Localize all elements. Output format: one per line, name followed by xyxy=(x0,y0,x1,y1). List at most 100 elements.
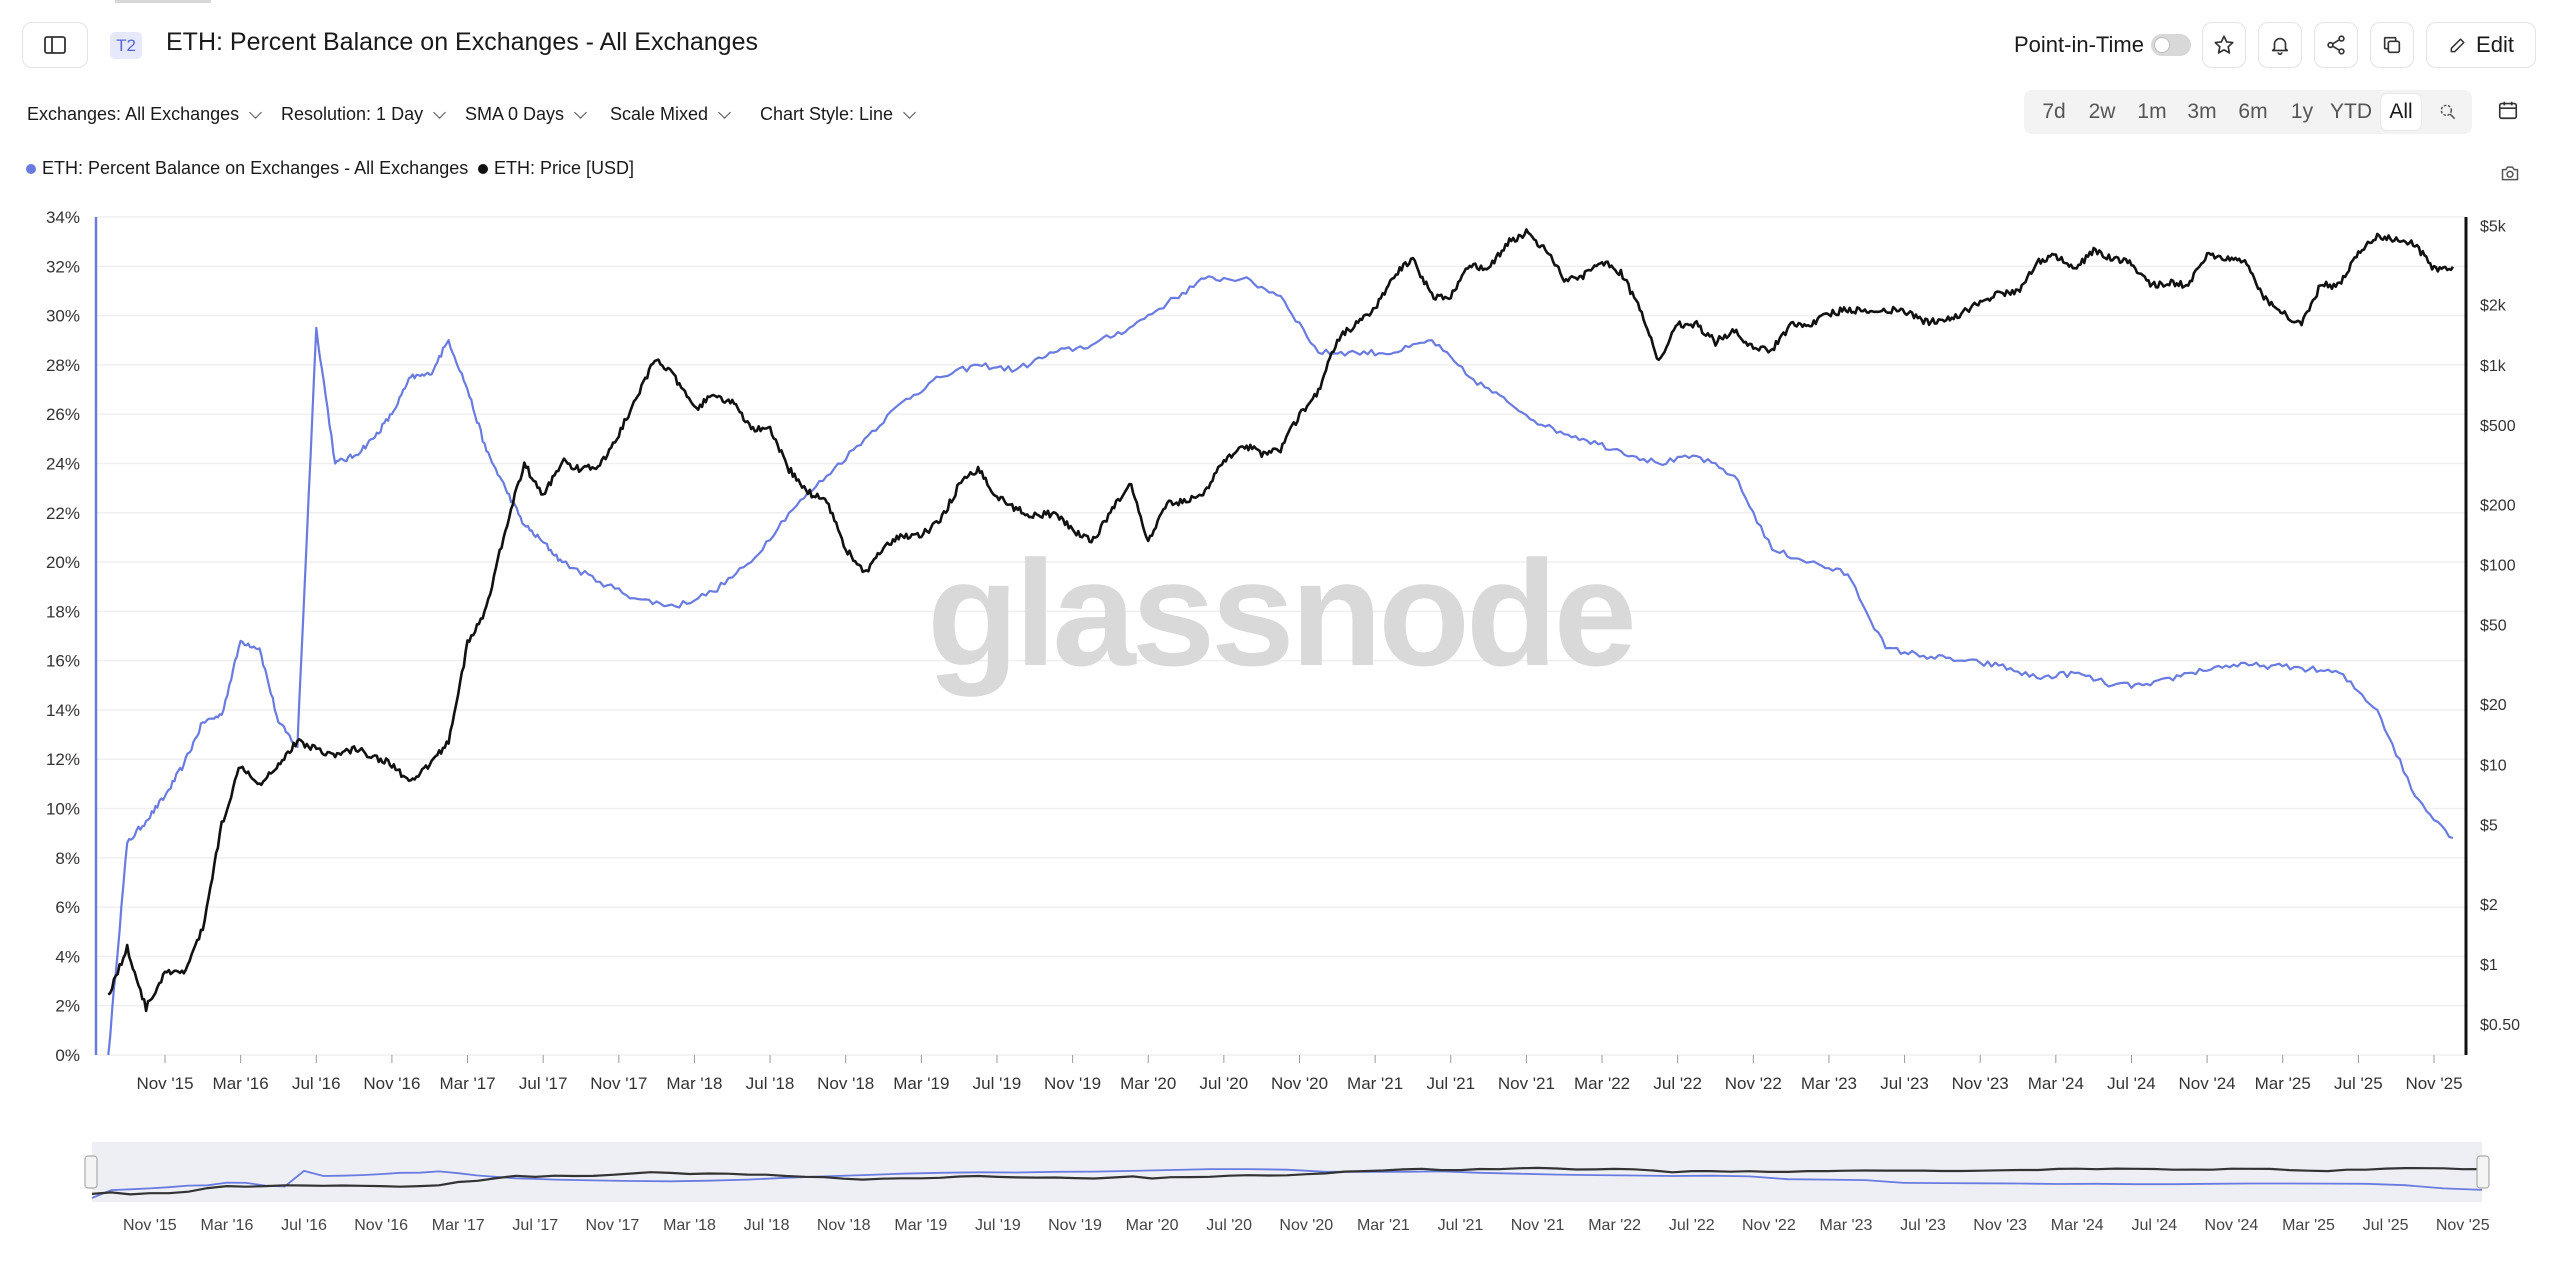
y-right-tick-label: $1 xyxy=(2480,957,2498,974)
screenshot-button[interactable] xyxy=(2500,164,2520,187)
navigator-tick-label: Jul '20 xyxy=(1206,1217,1252,1234)
y-right-axis: $0.50 $1 $2 $5 $10 $20 $50 $100 $200 $500 $1k $2k $5… xyxy=(2480,218,2520,1034)
y-left-axis: 0% 2% 4% 6% 8% 10% 12% 14% 16% 18% 20% 22% 24% 26% 28%… xyxy=(46,208,80,1065)
x-tick-label: Nov '25 xyxy=(2405,1074,2462,1093)
y-right-tick-label: $5k xyxy=(2480,218,2507,235)
camera-icon xyxy=(2501,166,2519,181)
favorite-button[interactable] xyxy=(2202,22,2246,68)
chevron-down-icon xyxy=(433,105,446,119)
range-all[interactable]: All xyxy=(2381,94,2421,130)
x-tick-label: Nov '20 xyxy=(1271,1074,1328,1093)
chart-style-filter-label: Chart Style: Line xyxy=(760,104,894,124)
navigator-tick-label: Mar '24 xyxy=(2051,1217,2104,1234)
y-tick-label: 6% xyxy=(55,898,80,917)
alert-button[interactable] xyxy=(2258,22,2302,68)
x-tick-label: Nov '24 xyxy=(2179,1074,2236,1093)
x-tick-label: Jul '17 xyxy=(519,1074,568,1093)
y-right-tick-label: $2k xyxy=(2480,298,2507,315)
x-tick-label: Mar '20 xyxy=(1120,1074,1176,1093)
y-right-tick-label: $100 xyxy=(2480,558,2516,575)
star-icon xyxy=(2214,35,2234,54)
x-tick-label: Jul '18 xyxy=(746,1074,795,1093)
x-tick-label: Nov '21 xyxy=(1498,1074,1555,1093)
edit-button[interactable]: Edit xyxy=(2426,22,2536,68)
y-tick-label: 34% xyxy=(46,208,80,227)
navigator-tick-label: Mar '19 xyxy=(894,1217,947,1234)
x-tick-label: Jul '22 xyxy=(1653,1074,1702,1093)
y-right-tick-label: $500 xyxy=(2480,418,2516,435)
sidebar-toggle-icon xyxy=(44,36,66,54)
legend-balance[interactable]: ETH: Percent Balance on Exchanges - All … xyxy=(26,158,468,179)
zoom-icon xyxy=(2440,104,2456,120)
exchanges-filter[interactable]: Exchanges: All Exchanges xyxy=(27,104,263,125)
chevron-down-icon xyxy=(249,105,263,119)
y-tick-label: 28% xyxy=(46,356,80,375)
navigator-balance-line xyxy=(91,1168,2483,1199)
navigator-tick-label: Nov '19 xyxy=(1048,1217,1102,1234)
x-tick-label: Mar '21 xyxy=(1347,1074,1403,1093)
range-ytd[interactable]: YTD xyxy=(2330,100,2372,123)
scale-filter[interactable]: Scale Mixed xyxy=(610,104,731,125)
y-tick-label: 10% xyxy=(46,800,80,819)
navigator-tick-label: Nov '21 xyxy=(1511,1217,1565,1234)
range-1m[interactable]: 1m xyxy=(2137,100,2167,123)
legend-price[interactable]: ETH: Price [USD] xyxy=(478,158,634,179)
grid xyxy=(94,216,2468,1056)
duplicate-button[interactable] xyxy=(2370,22,2414,68)
navigator-tick-label: Mar '25 xyxy=(2282,1217,2335,1234)
range-1y[interactable]: 1y xyxy=(2290,100,2314,123)
y-tick-label: 16% xyxy=(46,652,80,671)
navigator-tick-label: Nov '22 xyxy=(1742,1217,1796,1234)
navigator-tick-label: Jul '25 xyxy=(2363,1217,2409,1234)
range-7d[interactable]: 7d xyxy=(2042,100,2066,123)
range-3m[interactable]: 3m xyxy=(2187,100,2217,123)
navigator-tick-label: Nov '24 xyxy=(2205,1217,2259,1234)
top-progress-line xyxy=(115,0,211,3)
navigator-tick-label: Jul '24 xyxy=(2131,1217,2177,1234)
point-in-time-label: Point-in-Time xyxy=(2014,32,2144,57)
resolution-filter[interactable]: Resolution: 1 Day xyxy=(281,104,446,125)
y-right-tick-label: $20 xyxy=(2480,697,2507,714)
x-axis: Nov '15 Mar '16 Jul '16 Nov '16 Mar '17 Jul '… xyxy=(136,1055,2463,1093)
legend-price-dot xyxy=(478,163,488,174)
y-tick-label: 18% xyxy=(46,602,80,621)
range-2w[interactable]: 2w xyxy=(2088,100,2116,123)
zoom-button[interactable] xyxy=(2428,90,2468,134)
x-tick-label: Nov '19 xyxy=(1044,1074,1101,1093)
calendar-button[interactable] xyxy=(2484,88,2532,132)
toggle-knob xyxy=(2154,37,2170,53)
x-tick-label: Mar '16 xyxy=(213,1074,269,1093)
y-tick-label: 4% xyxy=(55,947,80,966)
plot-lines xyxy=(107,228,2455,1056)
sidebar-toggle-button[interactable] xyxy=(22,22,88,68)
navigator-tick-label: Nov '18 xyxy=(817,1217,871,1234)
navigator-price-line xyxy=(91,1166,2483,1196)
share-button[interactable] xyxy=(2314,22,2358,68)
y-tick-label: 26% xyxy=(46,405,80,424)
navigator-tick-label: Nov '16 xyxy=(354,1217,408,1234)
x-tick-label: Mar '24 xyxy=(2028,1074,2084,1093)
series-balance-line xyxy=(107,275,2454,1056)
chart-style-filter[interactable]: Chart Style: Line xyxy=(760,104,916,125)
copy-icon xyxy=(2383,36,2401,54)
navigator-tick-label: Mar '17 xyxy=(432,1217,485,1234)
navigator-tick-label: Mar '16 xyxy=(200,1217,253,1234)
x-tick-label: Jul '25 xyxy=(2334,1074,2383,1093)
sma-filter[interactable]: SMA 0 Days xyxy=(465,104,587,125)
x-tick-label: Jul '24 xyxy=(2107,1074,2156,1093)
y-tick-label: 20% xyxy=(46,553,80,572)
x-tick-label: Jul '16 xyxy=(292,1074,341,1093)
point-in-time-toggle[interactable] xyxy=(2151,34,2191,56)
y-right-tick-label: $2 xyxy=(2480,897,2498,914)
x-tick-label: Nov '17 xyxy=(590,1074,647,1093)
y-tick-label: 12% xyxy=(46,750,80,769)
range-6m[interactable]: 6m xyxy=(2238,100,2268,123)
header: T2 ETH: Percent Balance on Exchanges - A… xyxy=(0,0,2560,90)
navigator-handle-left xyxy=(84,1155,98,1189)
sma-filter-label: SMA 0 Days xyxy=(465,104,565,124)
navigator-tick-label: Mar '22 xyxy=(1588,1217,1641,1234)
y-tick-label: 0% xyxy=(55,1046,80,1065)
navigator-tick-label: Jul '16 xyxy=(281,1217,327,1234)
x-tick-label: Jul '21 xyxy=(1426,1074,1475,1093)
